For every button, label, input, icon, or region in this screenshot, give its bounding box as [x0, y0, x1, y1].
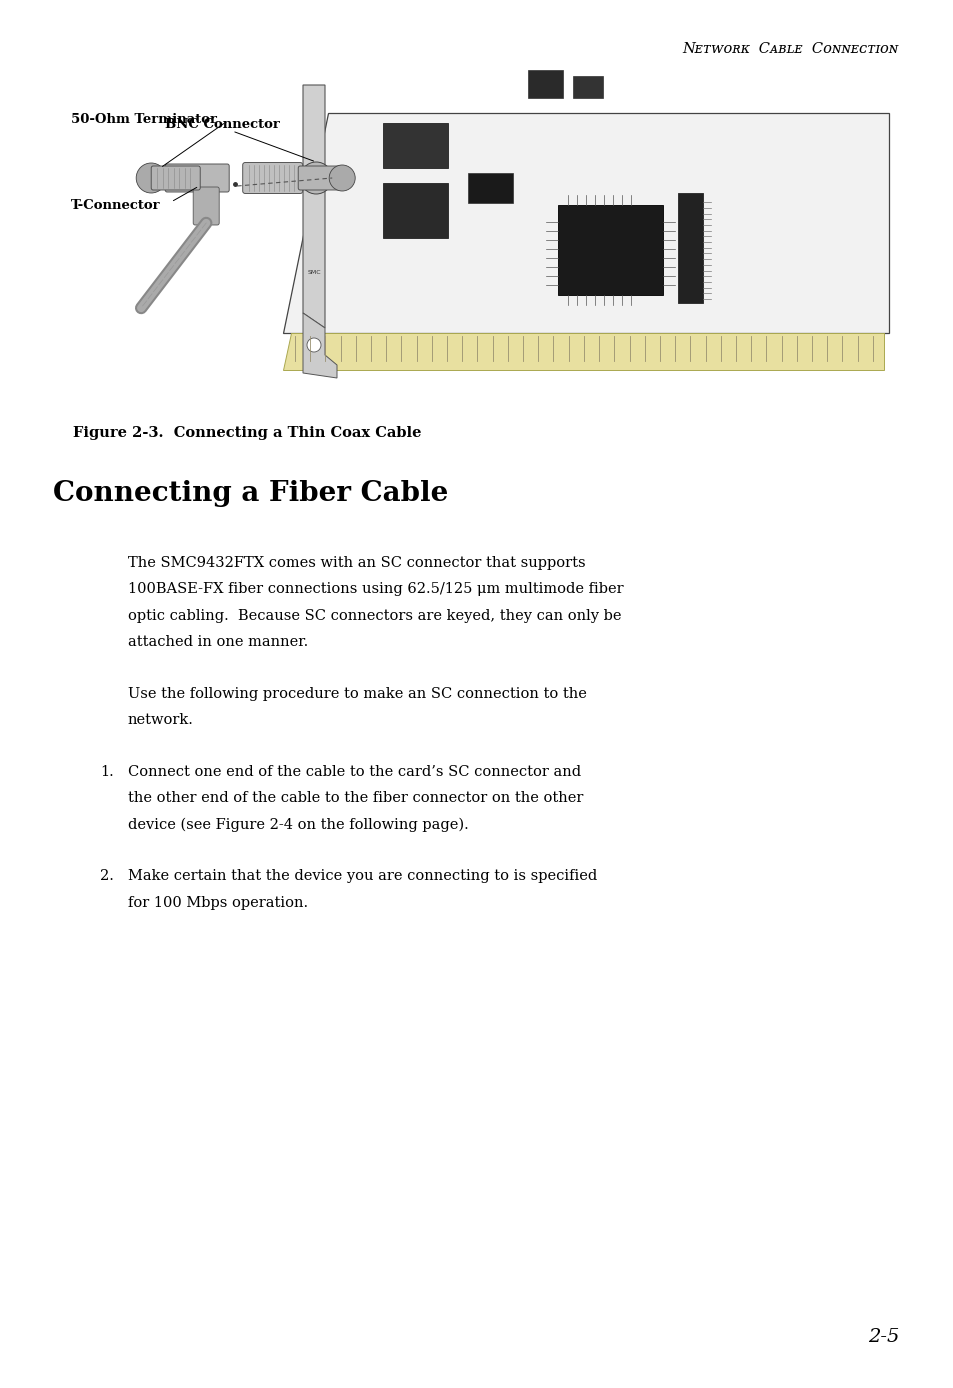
Polygon shape — [283, 333, 883, 371]
Circle shape — [329, 165, 355, 192]
Text: Figure 2-3.  Connecting a Thin Coax Cable: Figure 2-3. Connecting a Thin Coax Cable — [73, 426, 421, 440]
FancyBboxPatch shape — [151, 167, 200, 190]
Text: Use the following procedure to make an SC connection to the: Use the following procedure to make an S… — [128, 687, 586, 701]
Polygon shape — [303, 85, 325, 328]
Circle shape — [136, 162, 166, 193]
FancyBboxPatch shape — [298, 167, 342, 190]
Polygon shape — [303, 314, 336, 378]
Circle shape — [300, 162, 332, 194]
Text: network.: network. — [128, 713, 193, 727]
Text: Connecting a Fiber Cable: Connecting a Fiber Cable — [53, 480, 448, 507]
Text: Nᴇᴛᴡᴏʀᴋ  Cᴀʙʟᴇ  Cᴏɴɴᴇᴄᴛɪᴏɴ: Nᴇᴛᴡᴏʀᴋ Cᴀʙʟᴇ Cᴏɴɴᴇᴄᴛɪᴏɴ — [682, 42, 898, 56]
FancyBboxPatch shape — [193, 187, 219, 225]
Bar — [678, 193, 702, 303]
Text: Connect one end of the cable to the card’s SC connector and: Connect one end of the cable to the card… — [128, 765, 580, 779]
Text: attached in one manner.: attached in one manner. — [128, 636, 308, 650]
Bar — [573, 76, 602, 99]
Bar — [468, 174, 513, 203]
FancyBboxPatch shape — [242, 162, 302, 193]
Bar — [558, 205, 662, 296]
Circle shape — [307, 339, 320, 353]
Text: the other end of the cable to the fiber connector on the other: the other end of the cable to the fiber … — [128, 791, 583, 805]
FancyBboxPatch shape — [165, 164, 229, 192]
Text: device (see Figure 2-4 on the following page).: device (see Figure 2-4 on the following … — [128, 818, 468, 833]
Circle shape — [309, 171, 323, 185]
Bar — [382, 124, 448, 168]
Text: Make certain that the device you are connecting to is specified: Make certain that the device you are con… — [128, 869, 597, 884]
Text: 1.: 1. — [100, 765, 113, 779]
Polygon shape — [283, 112, 888, 333]
Text: 2-5: 2-5 — [866, 1328, 898, 1346]
Text: 50-Ohm Terminator: 50-Ohm Terminator — [71, 114, 216, 126]
Bar — [382, 183, 448, 237]
Text: BNC Connector: BNC Connector — [165, 118, 279, 130]
Text: 100BASE-FX fiber connections using 62.5/125 μm multimode fiber: 100BASE-FX fiber connections using 62.5/… — [128, 583, 623, 597]
Bar — [527, 69, 562, 99]
Text: The SMC9432FTX comes with an SC connector that supports: The SMC9432FTX comes with an SC connecto… — [128, 557, 585, 570]
Text: 2.: 2. — [100, 869, 113, 884]
Text: optic cabling.  Because SC connectors are keyed, they can only be: optic cabling. Because SC connectors are… — [128, 609, 620, 623]
Text: SMC: SMC — [307, 271, 320, 275]
Text: T-Connector: T-Connector — [71, 200, 160, 212]
Text: for 100 Mbps operation.: for 100 Mbps operation. — [128, 897, 308, 911]
